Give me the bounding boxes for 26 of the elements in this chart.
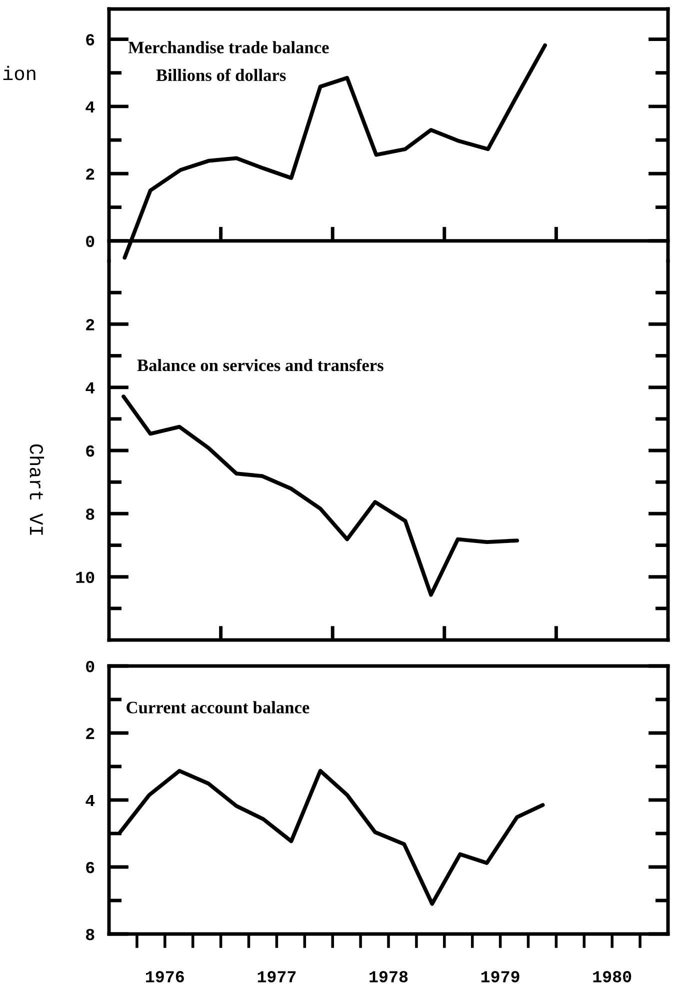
y-tick-label: 2 (86, 168, 94, 180)
x-tick-label: 1978 (370, 971, 408, 982)
y-tick-label: 6 (86, 445, 94, 457)
y-tick-label: 8 (86, 508, 94, 520)
y-tick-label: 8 (86, 928, 94, 940)
y-tick-label: 6 (86, 34, 94, 46)
y-tick-label: 2 (86, 728, 94, 740)
text: Billions of dollars (156, 68, 286, 82)
text: Balance on services and transfers (137, 358, 384, 372)
x-tick-label: 1977 (258, 971, 296, 982)
y-tick-label: 4 (86, 382, 95, 394)
y-tick-label: 0 (86, 236, 94, 248)
y-tick-label: 2 (86, 319, 94, 330)
text: Merchandise trade balance (128, 41, 329, 54)
y-tick-label: 6 (86, 862, 94, 874)
y-tick-label: 0 (86, 660, 94, 672)
x-tick-label: 1979 (481, 971, 520, 982)
text: Chart VI (30, 444, 44, 535)
x-tick-label: 1976 (146, 971, 184, 982)
y-tick-label: 4 (86, 795, 95, 806)
text: ion (3, 66, 36, 80)
y-tick-label: 4 (86, 102, 95, 112)
text: Current account balance (126, 701, 310, 714)
y-tick-label: 10 (76, 572, 94, 584)
line-series (122, 394, 520, 597)
x-tick-label: 1980 (593, 971, 632, 982)
